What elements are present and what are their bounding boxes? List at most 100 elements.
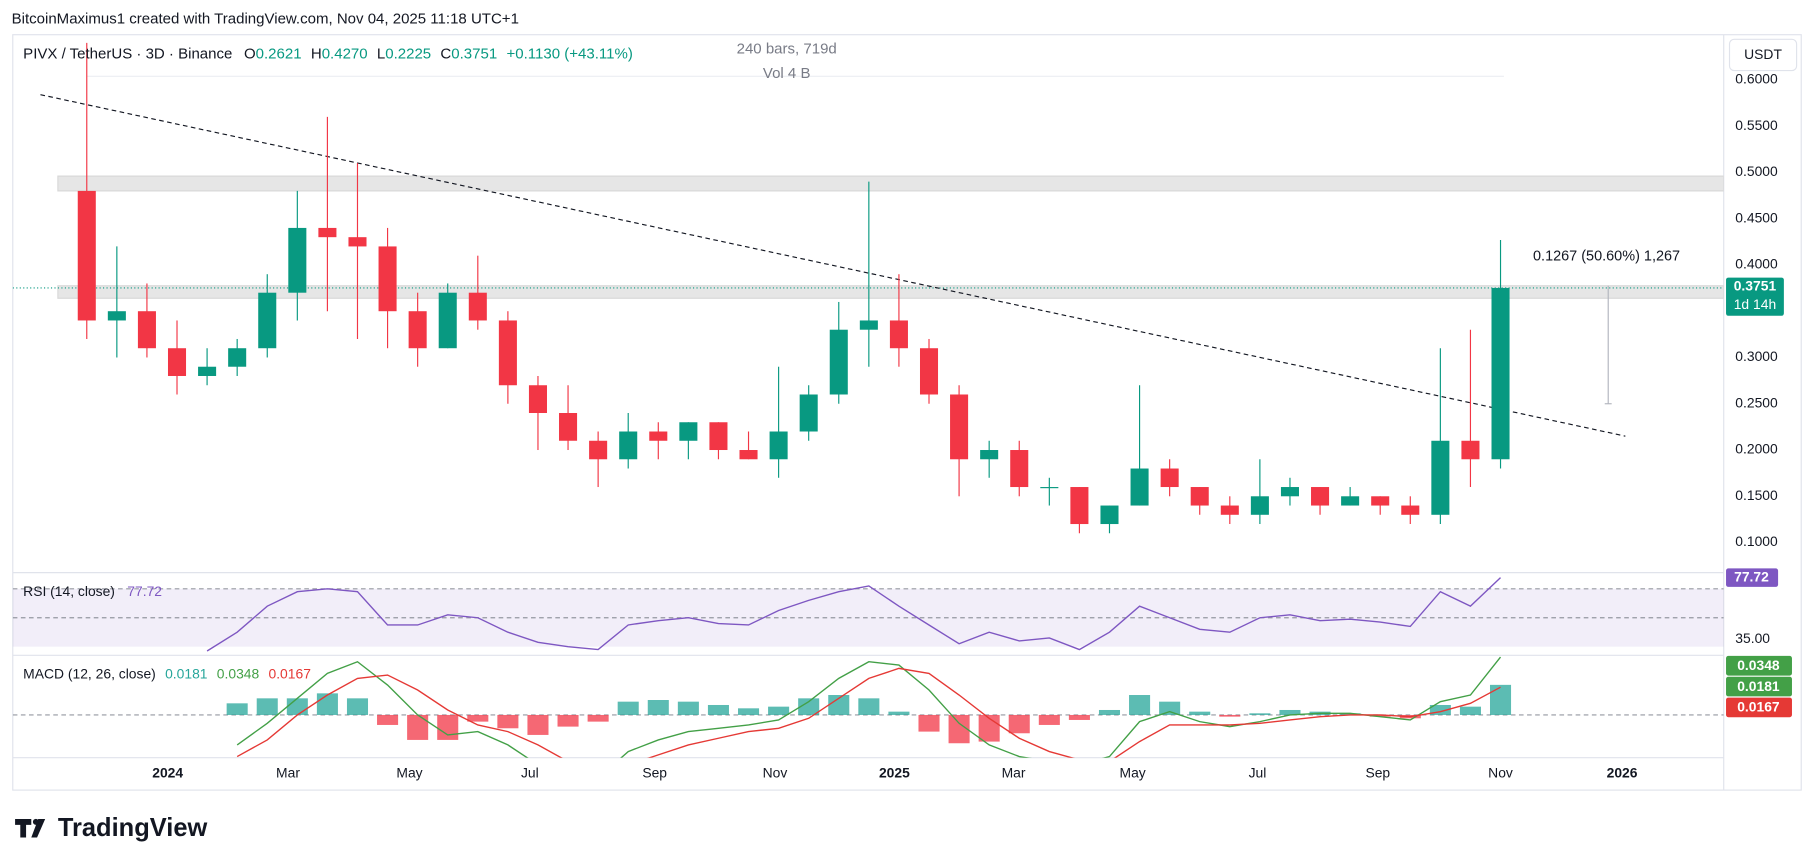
volume-info: Vol 4 B <box>763 65 811 82</box>
y-tick-label: 0.3000 <box>1735 348 1778 364</box>
candle-body <box>709 422 728 451</box>
histogram-bar <box>888 711 910 715</box>
histogram-bar <box>918 714 940 732</box>
y-tick-label: 0.2500 <box>1735 394 1778 410</box>
candle-body <box>1341 496 1360 506</box>
candle-body <box>799 394 818 432</box>
ohlc-value: 0.2621 <box>256 45 302 62</box>
x-tick-label: Sep <box>1365 765 1390 781</box>
price-tag-label: 0.3751 <box>1734 277 1777 293</box>
candle-body <box>378 246 397 312</box>
histogram-bar <box>346 698 369 715</box>
logo-text: TradingView <box>58 814 208 842</box>
logo-mark <box>15 819 46 838</box>
candle-body <box>1311 487 1330 506</box>
histogram-bar <box>677 701 699 715</box>
x-tick-label: 2026 <box>1607 765 1638 781</box>
candle-body <box>619 431 638 460</box>
candle-body <box>679 422 698 441</box>
zone <box>57 175 1724 192</box>
candle-body <box>1431 440 1450 515</box>
rsi-band <box>12 588 1724 647</box>
candle-body <box>107 311 126 321</box>
candle-body <box>228 348 247 367</box>
candle-body <box>1461 440 1480 460</box>
price-tag-countdown: 1d 14h <box>1734 296 1776 312</box>
histogram-bar <box>226 703 248 715</box>
histogram-bar <box>768 706 790 715</box>
symbol: PIVX / TetherUS · 3D · Binance <box>23 45 232 62</box>
candle-body <box>1100 505 1119 525</box>
histogram-bar <box>1189 711 1211 715</box>
candle-body <box>589 440 608 460</box>
indicator-title: RSI (14, close) <box>23 583 115 599</box>
candle-body <box>1010 450 1029 488</box>
histogram-bar <box>1279 709 1301 715</box>
candle-body <box>77 190 96 321</box>
macd-pane <box>12 656 1724 758</box>
candle-body <box>167 348 187 376</box>
candle-body <box>438 292 457 349</box>
candle-body <box>528 385 547 414</box>
x-tick-label: Mar <box>1002 765 1026 781</box>
histogram-bar <box>1339 713 1361 715</box>
rsi-tag-label: 77.72 <box>1734 568 1769 584</box>
y-tick-label: 0.1000 <box>1735 533 1778 549</box>
symbol-legend: PIVX / TetherUS · 3D · Binance O0.2621 H0.… <box>23 45 633 62</box>
histogram-bar <box>1459 706 1481 715</box>
indicator-legend: MACD (12, 26, close) 0.0181 0.0348 0.0167 <box>23 665 311 681</box>
x-tick-label: Mar <box>276 765 300 781</box>
y-tick-label: 35.00 <box>1735 630 1770 646</box>
rsi-tag <box>1726 568 1779 587</box>
trendline <box>40 94 1626 437</box>
histogram-bar <box>286 698 308 715</box>
price-tag <box>1726 277 1784 316</box>
histogram-bar <box>858 698 880 715</box>
indicator-value: 0.0348 <box>217 665 260 681</box>
candle-body <box>408 311 427 349</box>
candle-body <box>649 431 668 441</box>
overlay: 2024 Mar May Jul Sep Nov 2025 Mar May Jul Sep Nov 20… <box>23 71 1792 781</box>
chart-frame <box>12 34 1802 791</box>
candle-body <box>889 320 908 349</box>
ohlc-key: C <box>440 45 451 62</box>
histogram-bar <box>467 714 489 722</box>
y-tick-label: 0.4500 <box>1735 209 1778 225</box>
currency-button[interactable] <box>1728 38 1798 72</box>
histogram-bar <box>1098 709 1121 715</box>
x-tick-label: May <box>1120 765 1146 781</box>
candle-body <box>1190 487 1209 506</box>
attribution: BitcoinMaximus1 created with TradingView… <box>12 11 519 28</box>
histogram-bar <box>256 698 278 715</box>
logo-dot <box>32 818 39 825</box>
histogram-bar <box>497 714 519 729</box>
candle-body <box>1160 468 1179 488</box>
price-pane <box>12 42 1724 534</box>
histogram-bar <box>1219 714 1241 717</box>
candle-body <box>498 320 517 386</box>
histogram-bar <box>587 714 609 722</box>
candle-body <box>769 431 788 460</box>
change: +0.1130 (+43.11%) <box>506 45 632 62</box>
histogram-bar <box>557 714 579 727</box>
ohlc-value: 0.4270 <box>322 45 368 62</box>
indicator-title: MACD (12, 26, close) <box>23 665 156 681</box>
histogram-bar <box>1489 684 1512 715</box>
candle-body <box>1040 487 1059 489</box>
candle-body <box>258 292 277 349</box>
candle-body <box>318 227 337 238</box>
histogram-bar <box>948 714 970 744</box>
macd-tag <box>1726 676 1792 697</box>
y-tick-label: 0.1500 <box>1735 487 1778 503</box>
histogram-bar <box>407 714 429 740</box>
indicator-line <box>236 667 1501 758</box>
ohlc-key: O <box>244 45 256 62</box>
histogram-bar <box>1429 704 1451 715</box>
candle-body <box>559 413 578 441</box>
macd-tag-label: 0.0181 <box>1737 678 1780 694</box>
histogram-bar <box>1249 713 1271 715</box>
indicator-line <box>236 656 1502 758</box>
y-tick-label: 0.4000 <box>1735 256 1778 272</box>
x-tick-label: 2024 <box>152 765 183 781</box>
